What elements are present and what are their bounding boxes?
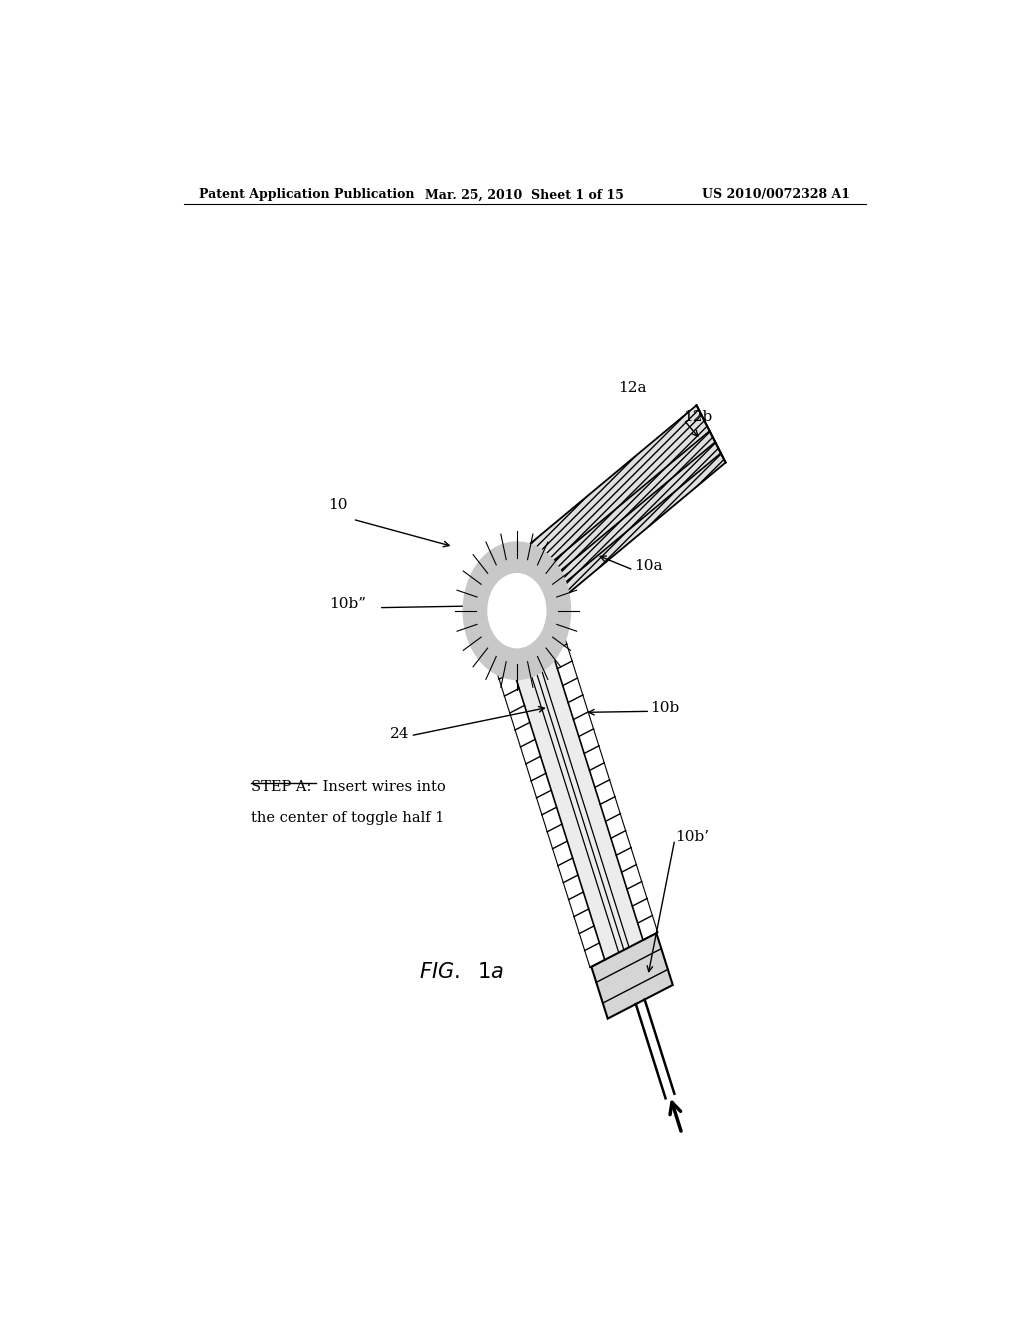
Text: 12a: 12a bbox=[618, 381, 647, 395]
Text: US 2010/0072328 A1: US 2010/0072328 A1 bbox=[702, 189, 850, 202]
Text: 10a: 10a bbox=[634, 560, 663, 573]
Text: 24: 24 bbox=[390, 727, 410, 741]
Text: STEP A:: STEP A: bbox=[251, 780, 311, 795]
Polygon shape bbox=[498, 601, 643, 960]
Text: Patent Application Publication: Patent Application Publication bbox=[200, 189, 415, 202]
Text: 30: 30 bbox=[489, 622, 509, 636]
Text: 10b: 10b bbox=[650, 701, 680, 715]
Polygon shape bbox=[592, 933, 673, 1019]
Polygon shape bbox=[497, 405, 726, 628]
Text: the center of toggle half 1: the center of toggle half 1 bbox=[251, 810, 444, 825]
Text: 10b’: 10b’ bbox=[676, 830, 710, 845]
Text: 10: 10 bbox=[329, 498, 348, 512]
Circle shape bbox=[463, 543, 570, 680]
Text: 12b: 12b bbox=[684, 409, 713, 424]
Text: Mar. 25, 2010  Sheet 1 of 15: Mar. 25, 2010 Sheet 1 of 15 bbox=[425, 189, 625, 202]
Text: Insert wires into: Insert wires into bbox=[318, 780, 446, 795]
Text: 10b”: 10b” bbox=[329, 597, 367, 611]
Circle shape bbox=[488, 574, 546, 648]
Text: $\it{FIG.\ \ 1a}$: $\it{FIG.\ \ 1a}$ bbox=[419, 961, 504, 982]
